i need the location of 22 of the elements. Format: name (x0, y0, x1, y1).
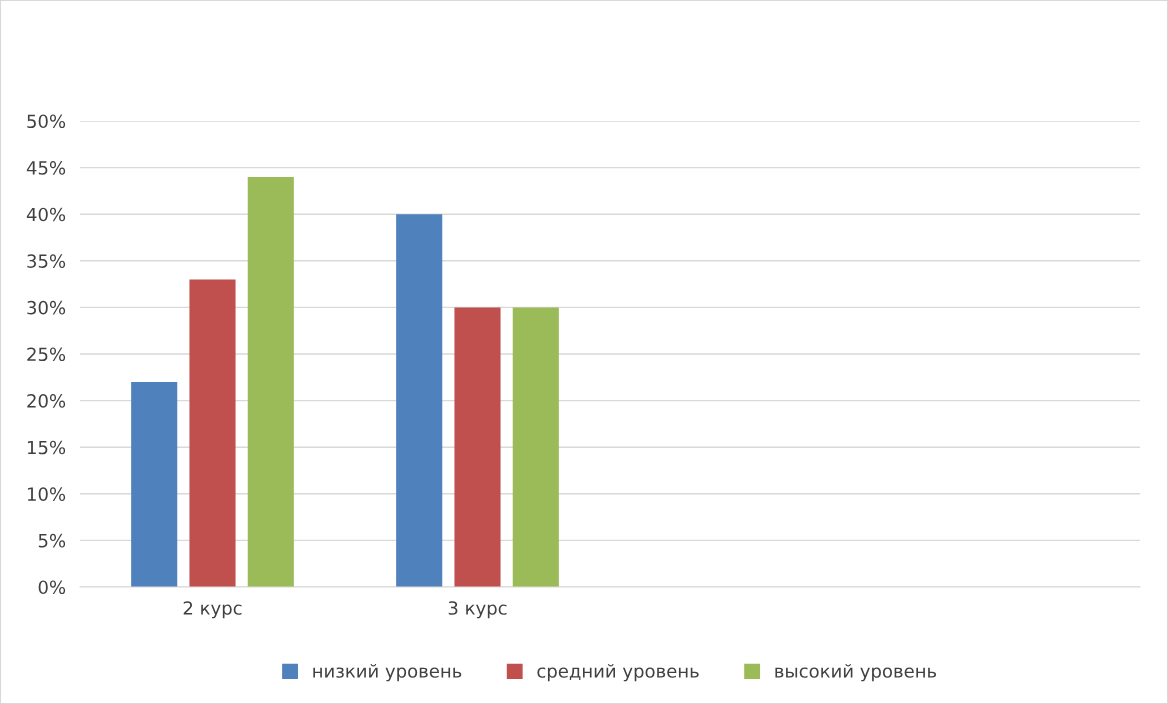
x-tick-label: 3 курс (448, 601, 507, 619)
bar (396, 214, 443, 587)
y-tick-label: 30% (27, 300, 66, 315)
bar (131, 381, 178, 587)
legend-label: низкий уровень (313, 663, 462, 682)
bar (454, 307, 501, 587)
y-tick-label: 50% (27, 114, 66, 129)
y-tick-label: 20% (27, 394, 66, 408)
y-tick-label: 10% (27, 487, 66, 501)
legend-label: высокий уровень (775, 663, 937, 682)
y-tick-label: 15% (27, 440, 66, 455)
y-tick-label: 45% (26, 161, 66, 175)
bar (189, 279, 236, 587)
y-tick-label: 35% (27, 254, 66, 268)
y-tick-label: 0% (38, 580, 66, 595)
legend-label: средний уровень (537, 663, 699, 682)
x-tick-label: 2 курс (183, 601, 242, 619)
y-tick-label: 25% (27, 347, 66, 362)
bar (512, 307, 559, 587)
y-tick-label: 40% (26, 207, 66, 222)
y-tick-label: 5% (38, 533, 66, 548)
bar (247, 176, 294, 587)
